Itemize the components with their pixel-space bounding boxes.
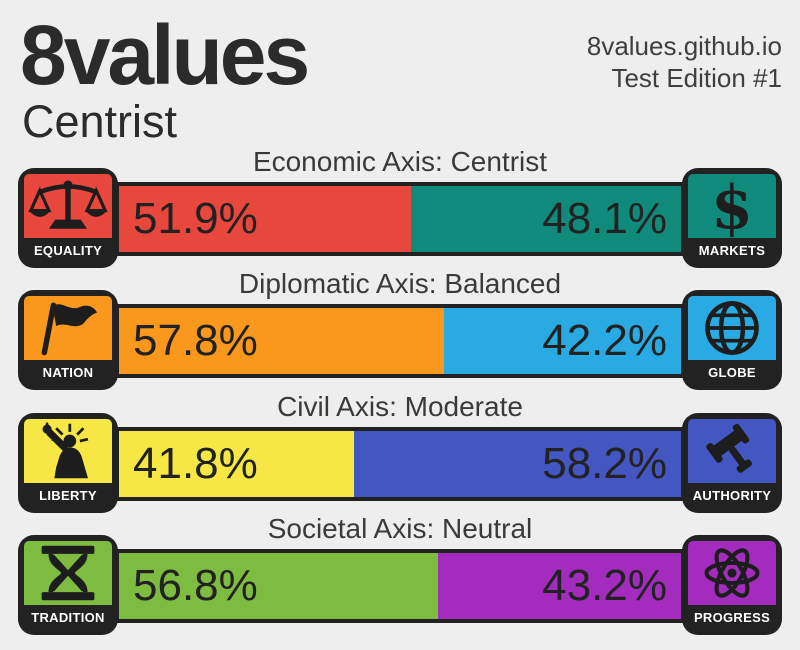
bar-fill-globe: 42.2%	[443, 308, 681, 374]
axis-bar: 56.8% 43.2%	[115, 549, 685, 623]
axis-bar: 51.9% 48.1%	[115, 182, 685, 256]
site-url: 8values.github.io	[586, 31, 782, 61]
axis-section-societal: Societal Axis: Neutral 56.8% 43.2% TRADI	[0, 512, 800, 635]
percent-right: 42.2%	[542, 316, 667, 365]
percent-right: 43.2%	[542, 561, 667, 610]
bar-fill-tradition: 56.8%	[119, 553, 439, 619]
axis-title: Economic Axis: Centrist	[252, 146, 548, 177]
icon-label: GLOBE	[708, 364, 756, 380]
icon-card-liberty: LIBERTY	[18, 413, 118, 513]
icon-tile	[688, 419, 776, 483]
atom-icon	[704, 548, 760, 598]
icon-card-markets: $ MARKETS	[682, 168, 782, 268]
axis-bar: 57.8% 42.2%	[115, 304, 685, 378]
icon-card-tradition: TRADITION	[18, 535, 118, 635]
liberty-icon	[42, 421, 89, 479]
bar-fill-nation: 57.8%	[119, 308, 444, 374]
icon-tile: $	[688, 174, 776, 238]
bar-fill-progress: 43.2%	[438, 553, 681, 619]
icon-tile	[688, 296, 776, 360]
dollar-icon: $	[711, 175, 753, 237]
svg-text:$: $	[711, 175, 753, 237]
icon-label: LIBERTY	[39, 487, 97, 503]
scales-icon	[28, 180, 108, 229]
bar-fill-authority: 58.2%	[353, 431, 681, 497]
bar-fill-equality: 51.9%	[119, 186, 411, 252]
icon-card-globe: GLOBE	[682, 290, 782, 390]
icon-tile	[24, 419, 112, 483]
flag-icon	[41, 302, 98, 356]
percent-left: 51.9%	[133, 194, 258, 243]
edition-label: Test Edition #1	[611, 63, 782, 93]
axis-title: Diplomatic Axis: Balanced	[238, 268, 562, 299]
axis-section-civil: Civil Axis: Moderate 41.8% 58.2% LIBERTY	[0, 390, 800, 513]
percent-left: 56.8%	[133, 561, 258, 610]
axis-title: Civil Axis: Moderate	[277, 391, 523, 422]
icon-tile	[24, 541, 112, 605]
gavel-icon	[706, 423, 752, 473]
hourglass-icon	[41, 545, 95, 601]
icon-tile	[24, 174, 112, 238]
percent-right: 58.2%	[542, 439, 667, 488]
icon-label: AUTHORITY	[692, 487, 772, 503]
icon-card-equality: EQUALITY	[18, 168, 118, 268]
icon-card-progress: PROGRESS	[682, 535, 782, 635]
icon-label: NATION	[42, 364, 94, 380]
icon-tile	[688, 541, 776, 605]
page-title: 8values	[20, 8, 310, 102]
header-right: 8values.github.io Test Edition #1	[587, 30, 782, 94]
bar-fill-markets: 48.1%	[410, 186, 681, 252]
bar-fill-liberty: 41.8%	[119, 431, 354, 497]
axis-section-diplomatic: Diplomatic Axis: Balanced 57.8% 42.2% NA…	[0, 267, 800, 390]
icon-label: EQUALITY	[33, 242, 103, 258]
axis-title: Societal Axis: Neutral	[267, 513, 533, 544]
icon-label: PROGRESS	[693, 609, 771, 625]
percent-left: 57.8%	[133, 316, 258, 365]
percent-left: 41.8%	[133, 439, 258, 488]
axis-bar: 41.8% 58.2%	[115, 427, 685, 501]
icon-card-nation: NATION	[18, 290, 118, 390]
globe-icon	[705, 301, 759, 355]
axis-section-economic: Economic Axis: Centrist 51.9% 48.1%	[0, 145, 800, 268]
icon-label: TRADITION	[31, 609, 105, 625]
icon-label: MARKETS	[698, 242, 766, 258]
percent-right: 48.1%	[542, 194, 667, 243]
result-label: Centrist	[22, 96, 178, 147]
icon-tile	[24, 296, 112, 360]
icon-card-authority: AUTHORITY	[682, 413, 782, 513]
